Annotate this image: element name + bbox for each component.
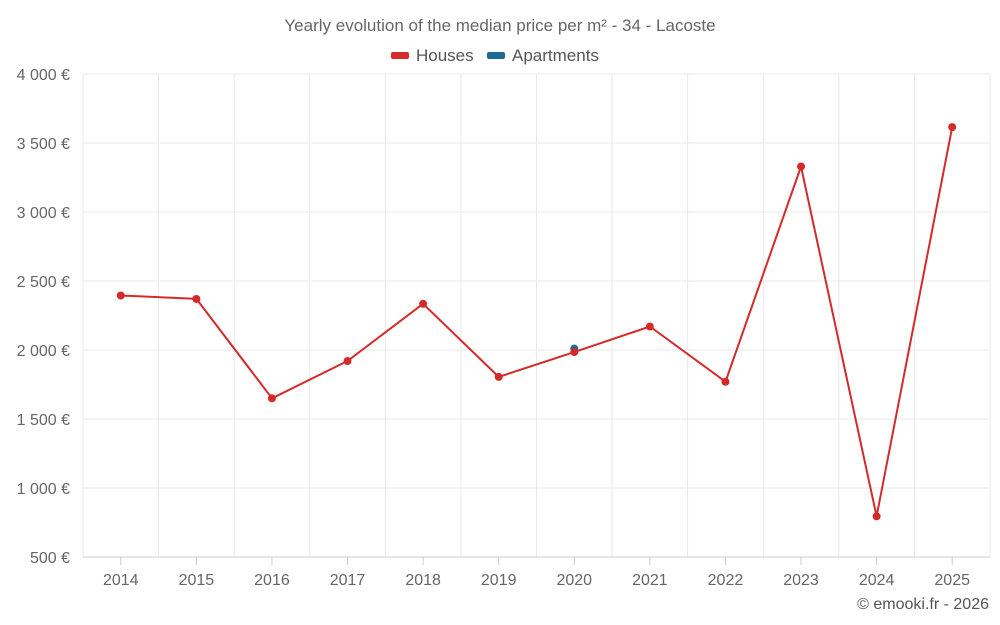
x-tick-label: 2014 <box>103 572 139 589</box>
data-point-houses-2015[interactable] <box>192 294 201 303</box>
data-point-houses-2020[interactable] <box>570 348 579 357</box>
data-point-houses-2023[interactable] <box>797 162 806 171</box>
data-point-houses-2016[interactable] <box>267 394 276 403</box>
x-tick-label: 2016 <box>254 572 290 589</box>
data-point-houses-2014[interactable] <box>116 291 125 300</box>
legend-item-apartments[interactable]: Apartments <box>487 46 599 65</box>
y-tick-label: 2 500 € <box>17 274 70 291</box>
x-tick-label: 2017 <box>330 572 366 589</box>
x-axis: 2014 2015 2016 2017 2018 2019 2020 2021 2022 2023… <box>83 556 990 589</box>
x-tick-label: 2021 <box>632 572 668 589</box>
y-axis: 500 € 1 000 € 1 500 € 2 000 € 2 500 € 3 000 €… <box>17 67 70 567</box>
legend-item-houses[interactable]: Houses <box>391 46 474 65</box>
legend-swatch-apartments <box>487 52 505 59</box>
legend-label-houses: Houses <box>416 46 474 65</box>
data-point-houses-2017[interactable] <box>343 357 352 366</box>
x-tick-label: 2024 <box>859 572 895 589</box>
y-tick-label: 2 000 € <box>17 343 70 360</box>
x-tick-label: 2019 <box>481 572 517 589</box>
legend-label-apartments: Apartments <box>512 46 599 65</box>
legend-swatch-houses <box>391 52 409 59</box>
series-houses <box>116 123 957 521</box>
data-point-houses-2025[interactable] <box>948 123 957 132</box>
x-tick-label: 2022 <box>708 572 744 589</box>
grid <box>82 73 991 557</box>
x-tick-label: 2018 <box>405 572 441 589</box>
y-tick-label: 500 € <box>30 550 70 567</box>
y-tick-label: 3 000 € <box>17 205 70 222</box>
data-point-houses-2021[interactable] <box>645 322 654 331</box>
y-tick-label: 1 500 € <box>17 412 70 429</box>
data-point-houses-2018[interactable] <box>419 299 428 308</box>
series-line-houses <box>120 126 954 518</box>
y-tick-label: 4 000 € <box>17 67 70 84</box>
data-point-houses-2019[interactable] <box>494 372 503 381</box>
data-point-houses-2022[interactable] <box>721 377 730 386</box>
x-tick-label: 2023 <box>783 572 819 589</box>
x-tick-label: 2020 <box>556 572 592 589</box>
series <box>116 123 957 521</box>
y-tick-label: 1 000 € <box>17 481 70 498</box>
x-tick-label: 2025 <box>934 572 970 589</box>
legend: Houses Apartments <box>391 46 599 65</box>
data-point-houses-2024[interactable] <box>872 512 881 521</box>
x-tick-label: 2015 <box>179 572 215 589</box>
y-tick-label: 3 500 € <box>17 136 70 153</box>
chart-title: Yearly evolution of the median price per… <box>284 16 715 35</box>
credit-text: © emooki.fr - 2026 <box>857 596 989 613</box>
